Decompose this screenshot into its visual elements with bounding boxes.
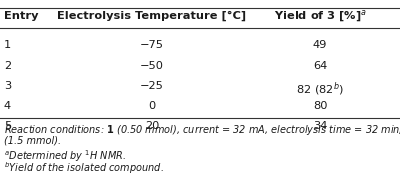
Text: −75: −75	[140, 40, 164, 51]
Text: (1.5 mmol).: (1.5 mmol).	[4, 136, 61, 146]
Text: 49: 49	[313, 40, 327, 51]
Text: 34: 34	[313, 121, 327, 131]
Text: Entry: Entry	[4, 11, 38, 21]
Text: $^b$Yield of the isolated compound.: $^b$Yield of the isolated compound.	[4, 160, 164, 176]
Text: −50: −50	[140, 61, 164, 71]
Text: 0: 0	[148, 101, 156, 111]
Text: 64: 64	[313, 61, 327, 71]
Text: 82 (82$^b$): 82 (82$^b$)	[296, 81, 344, 98]
Text: −25: −25	[140, 81, 164, 91]
Text: 4: 4	[4, 101, 11, 111]
Text: 2: 2	[4, 61, 11, 71]
Text: 20: 20	[145, 121, 159, 131]
Text: 3: 3	[4, 81, 11, 91]
Text: 1: 1	[4, 40, 11, 51]
Text: Electrolysis Temperature [°C]: Electrolysis Temperature [°C]	[58, 11, 246, 21]
Text: Yield of 3 [%]$^a$: Yield of 3 [%]$^a$	[274, 8, 366, 24]
Text: 80: 80	[313, 101, 327, 111]
Text: $^a$Determined by $^1$H NMR.: $^a$Determined by $^1$H NMR.	[4, 148, 126, 164]
Text: Reaction conditions: $\mathbf{1}$ (0.50 mmol), current = 32 mA, electrolysis tim: Reaction conditions: $\mathbf{1}$ (0.50 …	[4, 123, 400, 137]
Text: 5: 5	[4, 121, 11, 131]
